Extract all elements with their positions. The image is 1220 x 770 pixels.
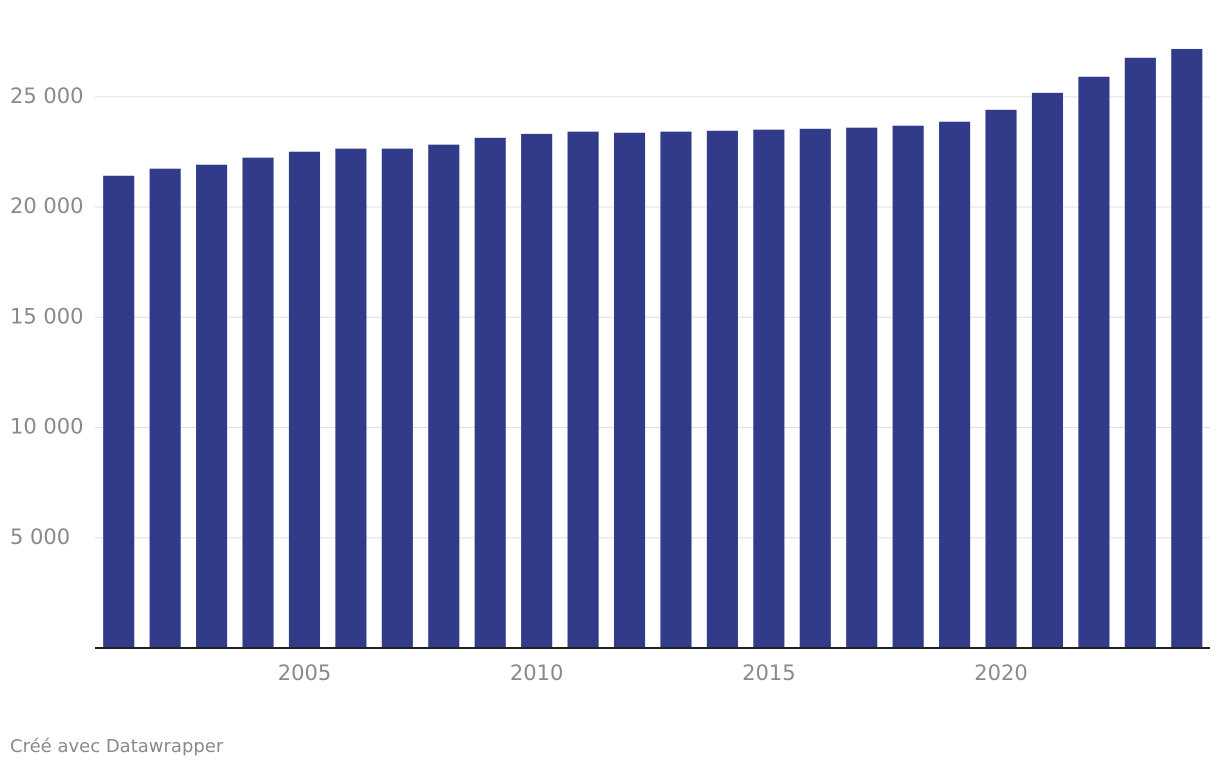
- bar: [288, 151, 321, 649]
- x-tick-label: 2010: [510, 661, 563, 685]
- bar: [1171, 48, 1203, 649]
- bar: [103, 175, 135, 648]
- bar: [474, 137, 506, 648]
- y-tick-label: 25 000: [10, 84, 83, 108]
- bar: [753, 129, 785, 648]
- y-tick-label: 5 000: [10, 525, 70, 549]
- bar: [196, 164, 228, 648]
- bar: [1124, 57, 1156, 649]
- bar: [939, 121, 971, 649]
- bar: [381, 148, 413, 648]
- y-tick-label: 15 000: [10, 304, 83, 328]
- x-tick-label: 2020: [974, 661, 1027, 685]
- bar: [428, 144, 460, 648]
- bar: [521, 133, 553, 648]
- bar: [660, 131, 692, 648]
- bar: [985, 109, 1017, 649]
- bar: [335, 148, 367, 648]
- bar: [1078, 76, 1110, 648]
- x-tick-label: 2005: [278, 661, 331, 685]
- bar: [242, 157, 274, 649]
- y-tick-label: 10 000: [10, 415, 83, 439]
- bar: [846, 127, 878, 648]
- bar: [1031, 92, 1064, 648]
- bar: [149, 168, 181, 648]
- bar: [799, 128, 831, 648]
- bar: [567, 131, 599, 648]
- x-tick-label: 2015: [742, 661, 795, 685]
- bar: [706, 130, 738, 648]
- bar: [892, 125, 924, 648]
- bar: [613, 132, 646, 648]
- y-tick-label: 20 000: [10, 194, 83, 218]
- footer: Créé avec Datawrapper: [10, 736, 224, 757]
